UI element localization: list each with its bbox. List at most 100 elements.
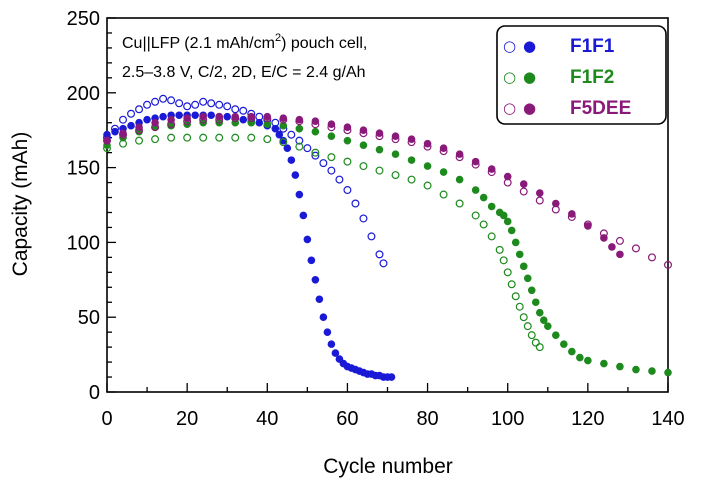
legend-marker-f1f2-open: ○ [503,68,516,86]
y-tick-label: 200 [67,83,100,105]
point-f1f2-open [264,136,271,143]
point-f1f1-open [376,251,383,258]
legend: ○ ● F1F1○ ● F1F2○ ● F5DEE [497,26,666,124]
point-f1f2-open [232,134,239,141]
point-f5dee-open [536,197,543,204]
series-f1f2 [103,119,672,376]
x-axis-title: Cycle number [323,455,453,478]
point-f1f2-filled [632,366,640,374]
point-f1f2-filled [552,331,560,339]
point-f5dee-filled [344,123,352,131]
point-f5dee-filled [392,132,400,140]
annotation-line-1-pre: Cu||LFP (2.1 mAh/cm [122,35,275,52]
point-f1f2-open [424,182,431,189]
point-f1f1-open [160,95,167,102]
point-f1f1-open [176,100,183,107]
point-f5dee-filled [488,165,496,173]
point-f1f1-filled [207,111,215,119]
point-f1f2-filled [568,348,576,356]
point-f1f2-open [472,212,479,219]
legend-marker-f1f1-open: ○ [503,37,516,55]
point-f1f1-filled [316,295,324,303]
point-f5dee-filled [151,119,159,127]
point-f1f1-open [128,110,135,117]
point-f5dee-filled [616,251,624,259]
point-f5dee-filled [472,158,480,166]
point-f5dee-filled [360,126,368,134]
point-f1f2-filled [376,146,384,154]
point-f1f2-filled [488,203,496,211]
point-f1f1-open [336,176,343,183]
point-f1f1-open [320,160,327,167]
point-f1f1-filled [127,122,135,130]
point-f1f2-filled [576,354,584,362]
point-f5dee-filled [263,113,271,121]
point-f1f2-open [520,314,527,321]
point-f1f2-open [480,221,487,228]
point-f1f2-filled [648,367,656,375]
x-tick-label: 40 [256,408,278,430]
point-f1f2-filled [360,141,368,149]
point-f1f2-filled [520,263,528,271]
point-f5dee-filled [440,144,448,152]
point-f1f1-open [216,101,223,108]
point-f1f1-open [344,187,351,194]
point-f1f2-filled [312,128,320,136]
point-f1f2-open [328,154,335,161]
x-axis: 0 20 40 60 80 100 120 140 [101,383,684,430]
point-f1f2-filled [664,369,672,377]
series-f5dee [103,113,671,268]
point-f1f2-open [500,257,507,264]
point-f1f1-open [200,98,207,105]
y-tick-label: 0 [89,382,100,404]
point-f1f2-filled [296,125,304,133]
point-f1f2-filled [524,275,532,283]
y-tick-label: 100 [67,232,100,254]
point-f1f2-open [344,158,351,165]
point-f1f2-filled [512,239,520,247]
legend-label-f5dee: F5DEE [570,98,631,119]
point-f1f2-filled [536,309,544,317]
point-f1f1-open [136,106,143,113]
point-f1f2-open [504,269,511,276]
annotation-line-1: Cu||LFP (2.1 mAh/cm2) pouch cell, [122,32,367,52]
point-f1f1-open [288,131,295,138]
point-f1f2-open [136,137,143,144]
point-f1f1-open [144,101,151,108]
series-f1f1 [103,95,395,380]
x-tick-label: 60 [336,408,358,430]
point-f1f1-open [192,101,199,108]
point-f1f2-open [200,134,207,141]
point-f5dee-filled [520,180,528,188]
point-f1f2-open [488,233,495,240]
point-f1f2-open [512,293,519,300]
point-f1f2-filled [440,168,448,176]
point-f1f2-open [152,136,159,143]
point-f1f2-filled [508,227,516,235]
point-f1f2-open [360,163,367,170]
point-f1f2-filled [408,156,416,164]
point-f1f2-open [496,246,503,253]
point-f1f1-filled [175,111,183,119]
point-f1f1-open [304,145,311,152]
annotation-line-2: 2.5–3.8 V, C/2, 2D, E/C = 2.4 g/Ah [122,64,366,81]
point-f1f1-open [352,200,359,207]
point-f1f2-open [440,191,447,198]
point-f1f1-filled [223,113,231,121]
point-f1f2-filled [456,176,464,184]
point-f1f2-filled [560,340,568,348]
point-f1f1-open [208,100,215,107]
y-axis-title: Capacity (mAh) [9,132,32,277]
legend-marker-f1f2-filled: ● [523,68,536,86]
point-f1f1-filled [159,113,167,121]
point-f1f2-open [168,134,175,141]
legend-label-f1f2: F1F2 [570,67,614,88]
point-f5dee-filled [199,113,207,121]
point-f5dee-filled [408,135,416,143]
point-f1f1-open [380,260,387,267]
point-f1f2-open [456,200,463,207]
x-tick-label: 20 [176,408,198,430]
point-f1f1-filled [304,236,312,244]
point-f1f1-filled [388,373,396,381]
y-tick-label: 50 [78,307,100,329]
